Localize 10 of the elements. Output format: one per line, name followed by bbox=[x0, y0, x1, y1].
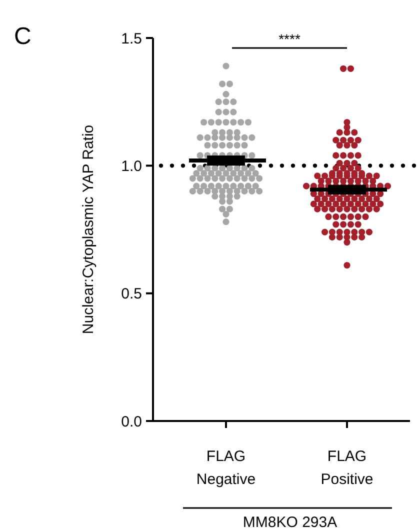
x-tick-label: FLAG Positive bbox=[320, 448, 374, 488]
text: C bbox=[14, 23, 32, 50]
annotation: **** bbox=[278, 31, 301, 47]
y-tick-label: 1.5 bbox=[121, 30, 142, 48]
y-tick-label: 0.0 bbox=[121, 413, 142, 430]
x-tick-label: FLAG Negative bbox=[196, 448, 256, 488]
y-axis-title: Nuclear:Cytoplasmic YAP Ratio bbox=[80, 124, 97, 334]
y-tick-label: 1.0 bbox=[121, 158, 142, 175]
y-tick-label: 0.5 bbox=[121, 286, 142, 303]
x-axis-title: MM8KO 293A bbox=[242, 514, 338, 531]
